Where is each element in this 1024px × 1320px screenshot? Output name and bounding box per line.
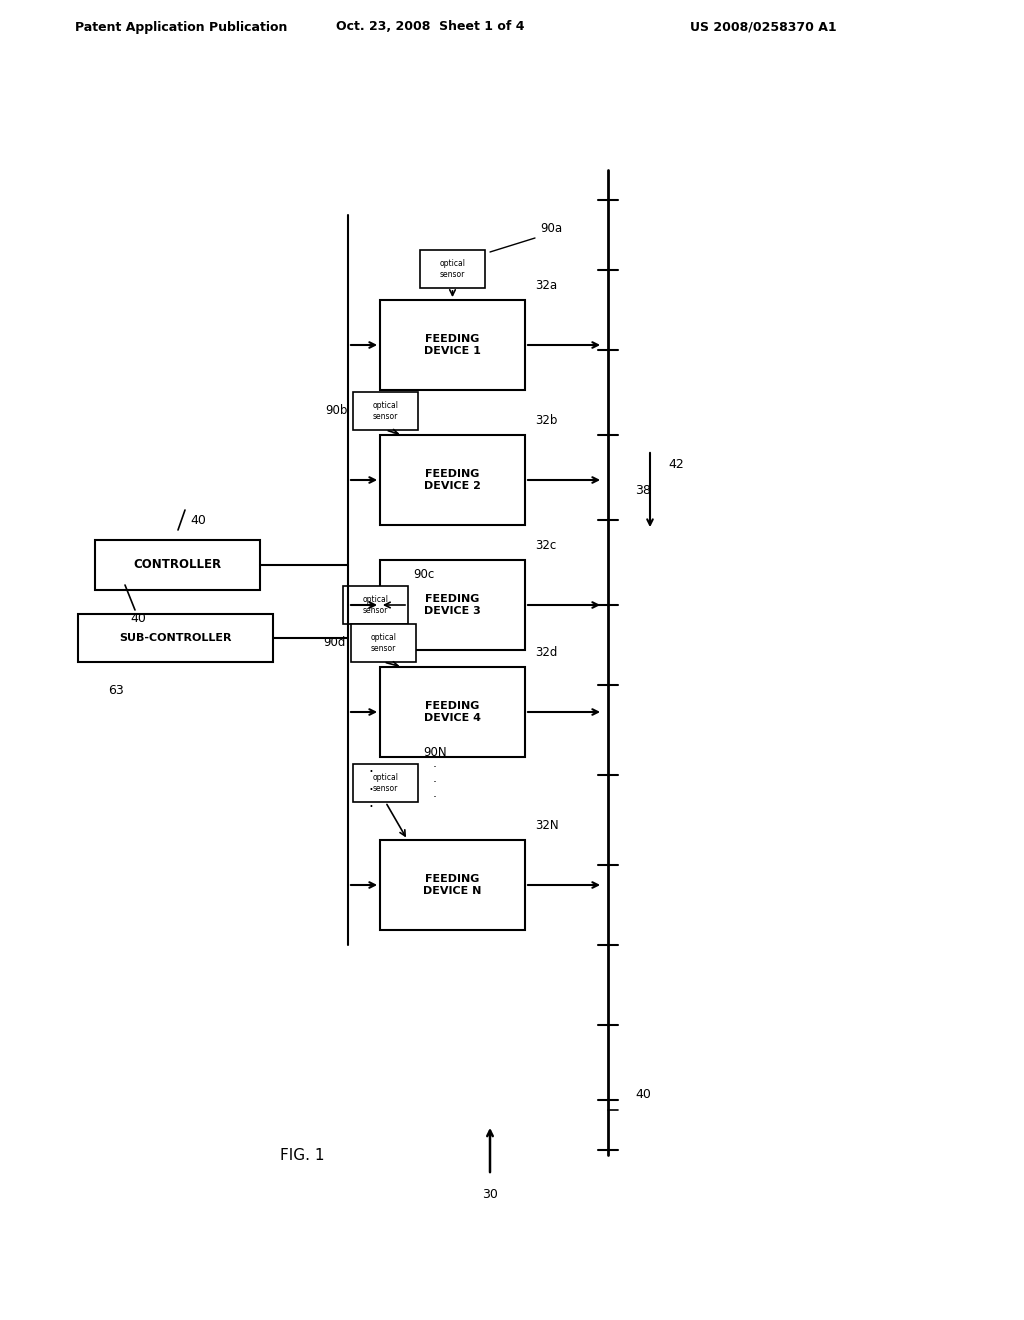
Text: 40: 40	[635, 1089, 651, 1101]
Text: 30: 30	[482, 1188, 498, 1201]
Text: CONTROLLER: CONTROLLER	[133, 558, 221, 572]
Text: 90d: 90d	[324, 636, 346, 649]
Bar	[380, 667, 525, 756]
Text: 90a: 90a	[540, 222, 562, 235]
Text: 38: 38	[635, 483, 651, 496]
Text: Oct. 23, 2008  Sheet 1 of 4: Oct. 23, 2008 Sheet 1 of 4	[336, 21, 524, 33]
Text: 90b: 90b	[326, 404, 348, 417]
Text: FIG. 1: FIG. 1	[280, 1147, 325, 1163]
Text: FEEDING
DEVICE N: FEEDING DEVICE N	[423, 874, 481, 896]
Text: 90N: 90N	[423, 746, 446, 759]
Text: 40: 40	[130, 611, 145, 624]
Text: 63: 63	[108, 684, 124, 697]
Bar	[380, 840, 525, 931]
Bar	[380, 300, 525, 389]
Text: ·
·
·: · · ·	[433, 762, 437, 804]
Text: optical
sensor: optical sensor	[439, 259, 466, 279]
Text: optical
sensor: optical sensor	[362, 595, 388, 615]
Bar	[78, 614, 273, 663]
Text: FEEDING
DEVICE 2: FEEDING DEVICE 2	[424, 469, 481, 491]
Bar	[420, 249, 485, 288]
Text: FEEDING
DEVICE 3: FEEDING DEVICE 3	[424, 594, 481, 616]
Text: optical
sensor: optical sensor	[373, 774, 398, 793]
Text: Patent Application Publication: Patent Application Publication	[75, 21, 288, 33]
Bar	[351, 624, 416, 663]
Text: FEEDING
DEVICE 1: FEEDING DEVICE 1	[424, 334, 481, 356]
Text: 32d: 32d	[535, 645, 557, 659]
Text: FEEDING
DEVICE 4: FEEDING DEVICE 4	[424, 701, 481, 723]
Bar	[380, 560, 525, 649]
Text: 32b: 32b	[535, 414, 557, 426]
Text: 40: 40	[190, 513, 206, 527]
Text: SUB-CONTROLLER: SUB-CONTROLLER	[119, 634, 231, 643]
Text: 42: 42	[668, 458, 684, 471]
Text: US 2008/0258370 A1: US 2008/0258370 A1	[690, 21, 837, 33]
Bar	[353, 764, 418, 803]
Text: 32N: 32N	[535, 818, 559, 832]
Bar	[95, 540, 260, 590]
Bar	[380, 436, 525, 525]
Bar	[343, 586, 408, 624]
Text: 32a: 32a	[535, 279, 557, 292]
Text: 32c: 32c	[535, 539, 556, 552]
Text: 90c: 90c	[413, 568, 434, 581]
Text: optical
sensor: optical sensor	[373, 401, 398, 421]
Text: optical
sensor: optical sensor	[371, 634, 396, 652]
Bar	[353, 392, 418, 430]
Text: ·
·
·: · · ·	[368, 766, 373, 814]
